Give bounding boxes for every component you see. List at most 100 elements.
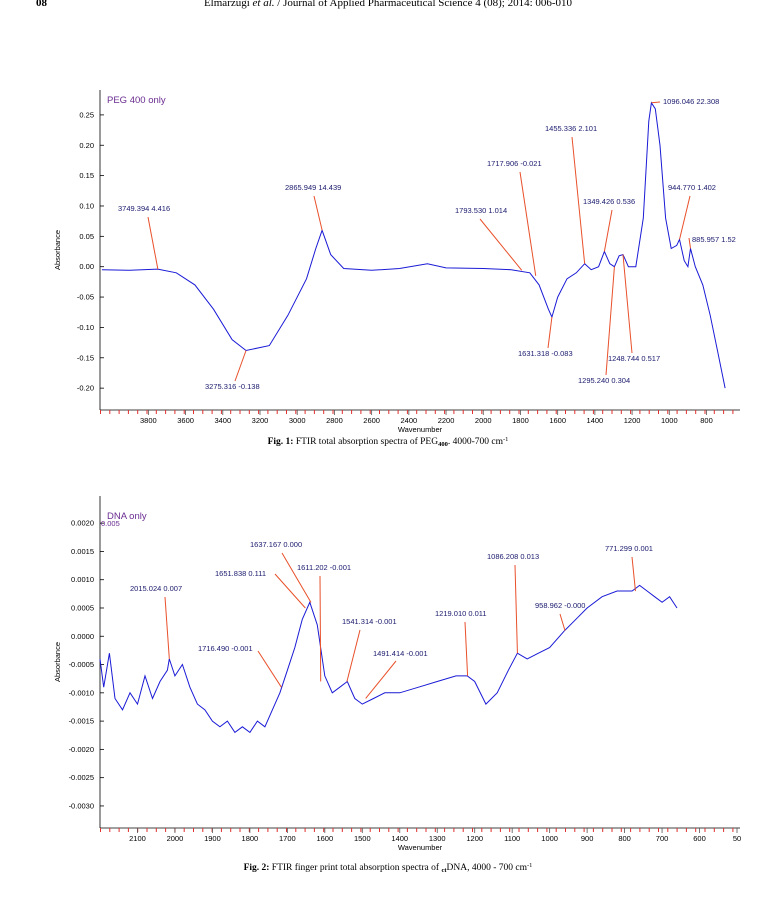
corner-label: 0.005 — [101, 519, 120, 528]
y-axis-label: Absorbance — [53, 642, 62, 682]
annotation-label: 1086.208 0.013 — [487, 552, 539, 561]
annotation-leader — [274, 573, 306, 609]
y-tick-label: 0.0005 — [71, 603, 94, 612]
spectrum-line — [99, 584, 678, 734]
annotation-leader — [147, 216, 159, 270]
x-tick-label: 800 — [700, 416, 713, 425]
caption-label: Fig. 1: — [268, 437, 294, 447]
annotation-label: 1491.414 -0.001 — [373, 649, 428, 658]
annotation-leader — [346, 629, 361, 682]
running-header: Elmarzugi et al. / Journal of Applied Ph… — [204, 0, 573, 9]
y-axis-label: Absorbance — [53, 230, 62, 270]
caption-sub: 400 — [438, 441, 448, 448]
y-tick-label: 0.00 — [79, 262, 94, 271]
figure-caption: Fig. 2: FTIR finger print total absorpti… — [244, 862, 533, 874]
x-tick-label: 1400 — [587, 416, 604, 425]
annotation-label: 1631.318 -0.083 — [518, 349, 573, 358]
y-tick-label: 0.0000 — [71, 632, 94, 641]
y-tick-label: -0.0015 — [69, 717, 94, 726]
y-tick-label: 0.25 — [79, 110, 94, 119]
annotation-label: 3275.316 -0.138 — [205, 382, 260, 391]
caption-sub: ct — [441, 867, 447, 874]
caption-text: . 4000-700 cm — [448, 437, 504, 447]
x-tick-label: 1600 — [549, 416, 566, 425]
annotation-label: 1219.010 0.011 — [435, 609, 487, 618]
annotation-label: 1248.744 0.517 — [608, 354, 660, 363]
x-tick-label: 1800 — [512, 416, 529, 425]
caption-sup: -1 — [527, 862, 532, 869]
x-axis-label: Wavenumber — [398, 425, 443, 434]
annotation-leader — [257, 650, 282, 688]
annotation-leader — [234, 350, 247, 382]
annotation-leader — [479, 218, 523, 271]
annotation-label: 1096.046 22.308 — [663, 97, 719, 106]
y-tick-label: -0.10 — [77, 323, 94, 332]
annotation-label: 1716.490 -0.001 — [198, 644, 253, 653]
et-al: et al. — [253, 0, 275, 9]
caption-text: FTIR total absorption spectra of PEG — [293, 436, 438, 447]
figure-caption: Fig. 1: FTIR total absorption spectra of… — [268, 436, 509, 448]
y-tick-label: -0.05 — [77, 293, 94, 302]
annotation-leader — [464, 621, 469, 676]
x-tick-label: 3000 — [289, 416, 306, 425]
caption-label: Fig. 2: — [244, 863, 270, 873]
x-tick-label: 3600 — [177, 416, 194, 425]
authors: Elmarzugi — [204, 0, 250, 9]
journal: / Journal of Applied Pharmaceutical Scie… — [277, 0, 572, 9]
x-tick-label: 3800 — [140, 416, 157, 425]
x-tick-label: 1100 — [504, 834, 520, 843]
annotation-leader — [688, 237, 692, 249]
x-tick-label: 1900 — [204, 834, 221, 843]
annotation-leader — [679, 195, 691, 240]
x-tick-label: 1200 — [624, 416, 641, 425]
y-tick-label: 0.05 — [79, 232, 94, 241]
annotation-leader — [547, 317, 553, 349]
x-tick-label: 700 — [656, 834, 669, 843]
x-tick-label: 2000 — [167, 834, 184, 843]
annotation-label: 3749.394 4.416 — [118, 204, 170, 213]
y-tick-label: 0.20 — [79, 141, 94, 150]
annotation-leader — [605, 266, 615, 376]
y-tick-label: -0.0005 — [69, 660, 94, 669]
spectrum-line — [101, 101, 726, 389]
annotation-leader — [622, 254, 633, 354]
x-tick-label: 3200 — [252, 416, 269, 425]
x-tick-label: 900 — [581, 834, 594, 843]
x-tick-label: 1200 — [466, 834, 483, 843]
annotation-leader — [365, 660, 397, 699]
y-tick-label: 0.0015 — [71, 547, 94, 556]
y-tick-label: 0.0020 — [71, 519, 94, 528]
y-tick-label: -0.15 — [77, 353, 94, 362]
x-tick-label: 1700 — [279, 834, 296, 843]
annotation-label: 1651.838 0.111 — [215, 569, 266, 578]
x-tick-label: 1000 — [541, 834, 558, 843]
x-tick-label: 1500 — [354, 834, 371, 843]
annotation-leader — [559, 613, 566, 631]
x-tick-label: 2600 — [363, 416, 380, 425]
x-tick-label: 600 — [693, 834, 706, 843]
annotation-label: 1717.906 -0.021 — [487, 159, 542, 168]
chart: 0.25 0.20 0.15 0.10 0.05 0.00 -0.05 -0.10 -0.15 -… — [53, 90, 740, 434]
y-tick-label: -0.0010 — [69, 688, 94, 697]
annotation-label: 1637.167 0.000 — [250, 540, 302, 549]
x-tick-label: 2200 — [438, 416, 455, 425]
annotation-label: 1295.240 0.304 — [578, 376, 630, 385]
page-number: 08 — [36, 0, 48, 9]
annotation-leader — [651, 101, 661, 104]
x-tick-label: 3400 — [214, 416, 231, 425]
y-tick-label: 0.10 — [79, 201, 94, 210]
annotation-label: 1541.314 -0.001 — [342, 617, 397, 626]
annotation-label: 885.957 1.52 — [692, 235, 736, 244]
caption-text: FTIR finger print total absorption spect… — [269, 862, 441, 873]
x-tick-label: 1600 — [316, 834, 333, 843]
annotation-label: 771.299 0.001 — [605, 544, 653, 553]
x-tick-label: 2800 — [326, 416, 343, 425]
x-tick-label: 50 — [733, 834, 741, 843]
y-tick-label: 0.0010 — [71, 575, 94, 584]
annotation-leader — [519, 171, 537, 276]
y-tick-label: -0.0025 — [69, 773, 94, 782]
y-tick-label: -0.0020 — [69, 745, 94, 754]
annotation-label: 1455.336 2.101 — [545, 124, 597, 133]
chart-title: PEG 400 only — [107, 95, 166, 106]
